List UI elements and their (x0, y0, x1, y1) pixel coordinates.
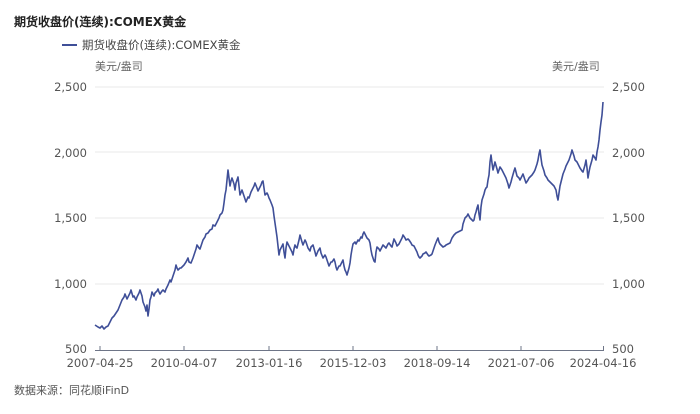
y-tick-left: 500 (65, 342, 87, 356)
x-tick: 2015-12-03 (319, 356, 387, 370)
gridlines (95, 86, 604, 285)
y-tick-right: 500 (612, 342, 634, 356)
x-tick: 2024-04-16 (569, 356, 637, 370)
y-tick-right: 1,000 (612, 277, 645, 291)
x-tick: 2021-07-06 (487, 356, 555, 370)
left-axis-unit: 美元/盎司 (95, 60, 143, 73)
x-tick: 2010-04-07 (150, 356, 218, 370)
x-tick: 2007-04-25 (66, 356, 134, 370)
y-tick-right: 2,000 (612, 146, 645, 160)
legend: 期货收盘价(连续):COMEX黄金 (62, 37, 241, 53)
right-axis-unit: 美元/盎司 (552, 60, 600, 73)
y-tick-left: 1,500 (54, 211, 87, 225)
gold-price-line (94, 101, 604, 330)
x-tick: 2018-09-14 (403, 356, 471, 370)
y-tick-left: 2,500 (54, 80, 87, 94)
y-tick-right: 1,500 (612, 211, 645, 225)
legend-label: 期货收盘价(连续):COMEX黄金 (82, 38, 241, 52)
legend-line-icon (62, 44, 77, 46)
y-tick-right: 2,500 (612, 80, 645, 94)
y-tick-left: 1,000 (54, 277, 87, 291)
x-axis (95, 346, 604, 351)
chart-title: 期货收盘价(连续):COMEX黄金 (14, 15, 187, 29)
x-tick: 2013-01-16 (235, 356, 303, 370)
data-source: 数据来源：同花顺iFinD (14, 384, 130, 397)
y-tick-left: 2,000 (54, 146, 87, 160)
